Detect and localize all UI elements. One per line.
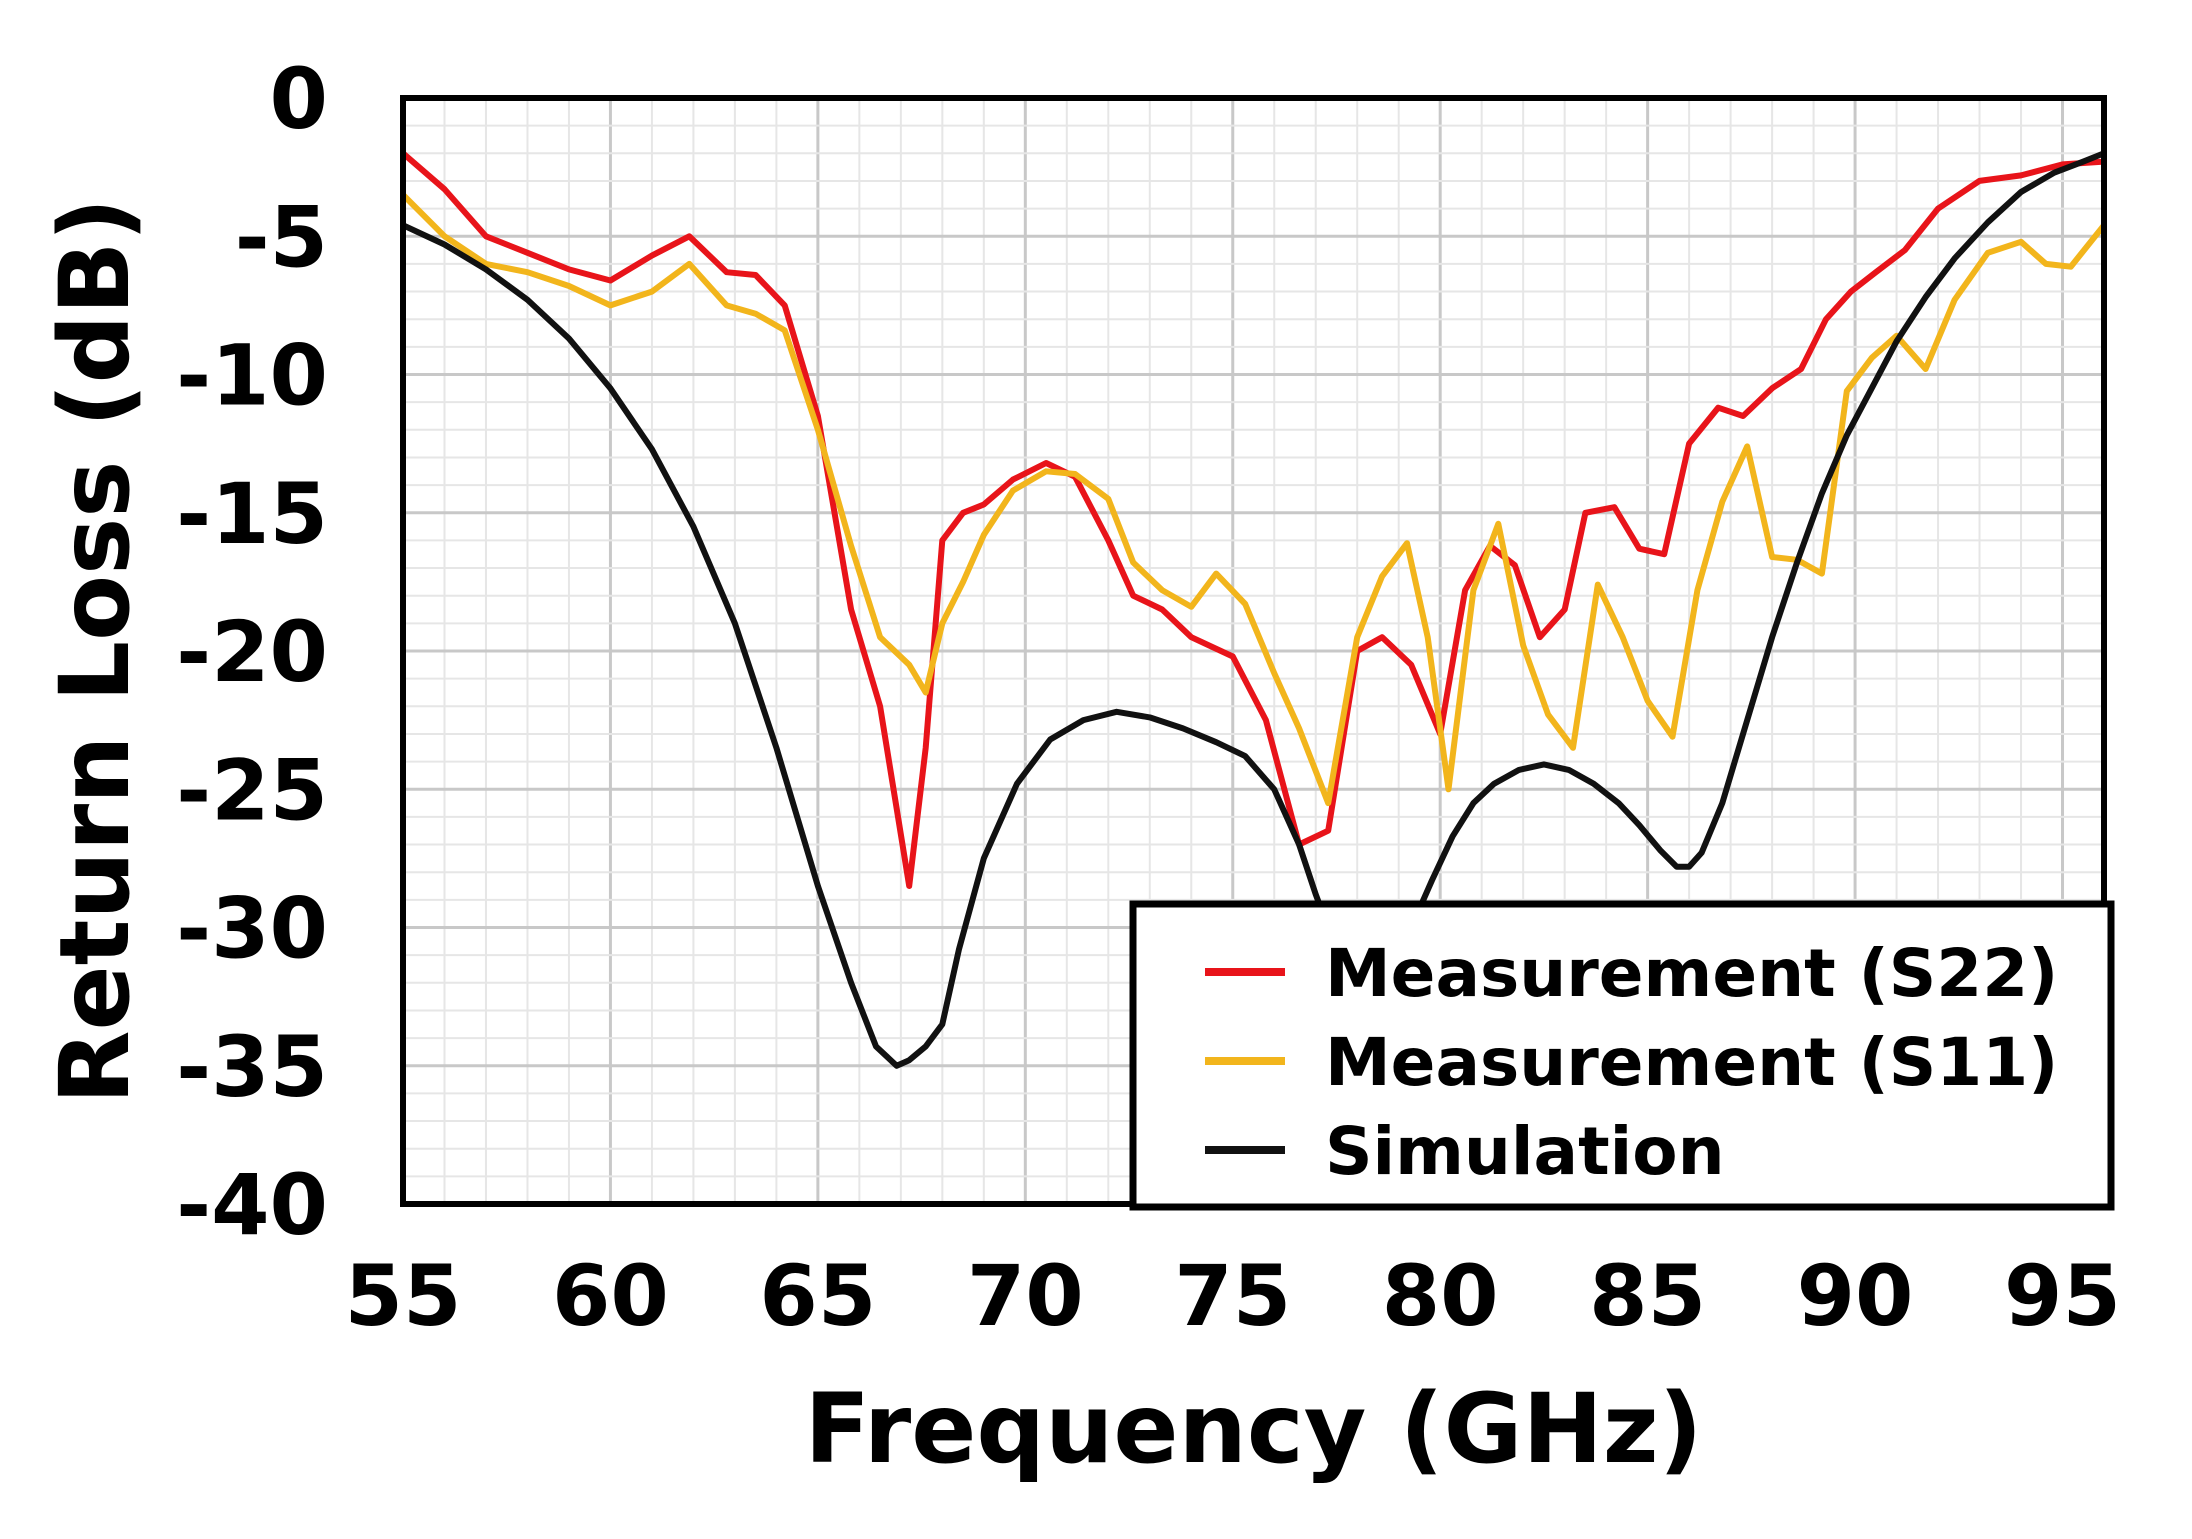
x-axis-title: Frequency (GHz)	[804, 1373, 1702, 1485]
y-tick-label: -40	[176, 1156, 328, 1254]
legend-item-simulation: Simulation	[1205, 1113, 1725, 1190]
legend: Measurement (S22) Measurement (S11) Simula…	[1129, 900, 2115, 1211]
y-tick-label: -10	[176, 327, 328, 425]
y-tick-label: -5	[235, 188, 328, 286]
y-tick-label: -20	[176, 603, 328, 701]
x-tick-label: 65	[759, 1247, 876, 1345]
legend-label: Simulation	[1325, 1113, 1725, 1190]
x-tick-label: 55	[345, 1247, 462, 1345]
y-tick-label: -30	[176, 880, 328, 978]
y-tick-label: -35	[176, 1018, 328, 1116]
series-line-s11	[403, 191, 2104, 807]
tick-labels: 55 60 65 70 75 80 85 90 95 0 -5 -10 -15 -20 -25 -30 -35 -…	[176, 50, 2121, 1345]
legend-label: Measurement (S22)	[1325, 935, 2058, 1012]
legend-label: Measurement (S11)	[1325, 1024, 2058, 1101]
x-tick-label: 85	[1589, 1247, 1706, 1345]
y-tick-label: -15	[176, 465, 328, 563]
x-tick-label: 90	[1797, 1247, 1914, 1345]
x-tick-label: 75	[1174, 1247, 1291, 1345]
y-axis-title: Return Loss (dB)	[39, 198, 151, 1105]
legend-box	[1129, 900, 2115, 1211]
x-tick-label: 60	[552, 1247, 669, 1345]
x-tick-label: 95	[2004, 1247, 2121, 1345]
legend-item-s11: Measurement (S11)	[1205, 1024, 2058, 1101]
y-tick-label: 0	[270, 50, 328, 148]
legend-item-s22: Measurement (S22)	[1205, 935, 2058, 1012]
y-tick-label: -25	[176, 741, 328, 839]
x-tick-label: 80	[1382, 1247, 1499, 1345]
x-tick-label: 70	[967, 1247, 1084, 1345]
